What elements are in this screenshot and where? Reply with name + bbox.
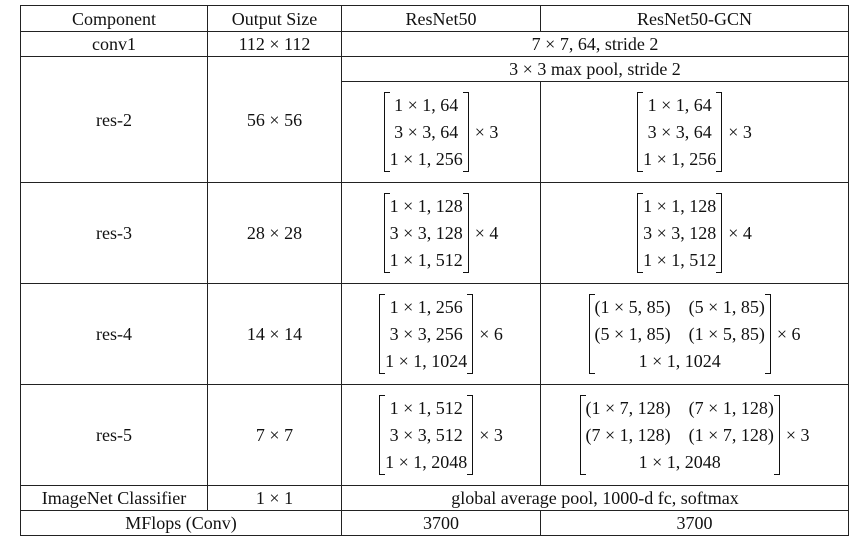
res2-gcn-cell: 1 × 1, 64 3 × 3, 64 1 × 1, 256 × 3 [540, 81, 849, 183]
matrix-row: 1 × 1, 2048 [385, 451, 468, 472]
matrix-row: (1 × 7, 128) (7 × 1, 128) [586, 395, 774, 421]
res4-component: res-4 [20, 283, 208, 385]
res3-gcn-cell: 1 × 1, 128 3 × 3, 128 1 × 1, 512 × 4 [540, 182, 849, 284]
mflops-gcn: 3700 [540, 510, 849, 536]
classifier-spec: global average pool, 1000-d fc, softmax [341, 485, 849, 511]
matrix-row: 1 × 1, 256 [643, 148, 717, 169]
res3-gcn-multiplier: × 4 [728, 223, 752, 243]
classifier-output: 1 × 1 [207, 485, 342, 511]
header-component: Component [20, 5, 208, 32]
res4-output: 14 × 14 [207, 283, 342, 385]
res4-resnet50-multiplier: × 6 [479, 324, 503, 344]
res4-resnet50-cell: 1 × 1, 256 3 × 3, 256 1 × 1, 1024 × 6 [341, 283, 541, 385]
res4-gcn-matrix: (1 × 5, 85) (5 × 1, 85) (5 × 1, 85) (1 ×… [588, 294, 772, 374]
res5-row: res-5 7 × 7 1 × 1, 512 3 × 3, 512 1 × 1,… [20, 384, 849, 486]
res3-component: res-3 [20, 182, 208, 284]
matrix-row: 3 × 3, 512 [389, 424, 463, 445]
conv1-row: conv1 112 × 112 7 × 7, 64, stride 2 [20, 31, 849, 57]
header-resnet50: ResNet50 [341, 5, 541, 32]
matrix-row: 1 × 1, 1024 [638, 350, 721, 371]
res3-row: res-3 28 × 28 1 × 1, 128 3 × 3, 128 1 × … [20, 182, 849, 284]
res4-gcn-cell: (1 × 5, 85) (5 × 1, 85) (5 × 1, 85) (1 ×… [540, 283, 849, 385]
maxpool-spec: 3 × 3 max pool, stride 2 [341, 56, 849, 82]
res2-gcn-multiplier: × 3 [728, 122, 752, 142]
mflops-component: MFlops (Conv) [20, 510, 342, 536]
mflops-resnet50: 3700 [341, 510, 541, 536]
matrix-row: (5 × 1, 85) (1 × 5, 85) [595, 321, 765, 347]
res3-gcn-matrix: 1 × 1, 128 3 × 3, 128 1 × 1, 512 [637, 193, 723, 273]
matrix-row: 1 × 1, 512 [389, 249, 463, 270]
matrix-row: 1 × 1, 512 [643, 249, 717, 270]
matrix-row: 1 × 1, 256 [389, 297, 463, 318]
matrix-entry: (1 × 5, 85) [594, 297, 671, 318]
res3-resnet50-multiplier: × 4 [474, 223, 499, 243]
matrix-entry: (7 × 1, 128) [585, 424, 671, 445]
res5-component: res-5 [20, 384, 208, 486]
res2-output: 56 × 56 [207, 56, 342, 183]
header-row: Component Output Size ResNet50 ResNet50-… [20, 5, 849, 32]
matrix-row: 3 × 3, 64 [647, 121, 712, 142]
matrix-row: (7 × 1, 128) (1 × 7, 128) [586, 422, 774, 448]
res5-gcn-cell: (1 × 7, 128) (7 × 1, 128) (7 × 1, 128) (… [540, 384, 849, 486]
conv1-output: 112 × 112 [207, 31, 342, 57]
res2-gcn-matrix: 1 × 1, 64 3 × 3, 64 1 × 1, 256 [637, 92, 723, 172]
res5-gcn-multiplier: × 3 [785, 425, 810, 445]
res5-gcn-matrix: (1 × 7, 128) (7 × 1, 128) (7 × 1, 128) (… [579, 395, 781, 475]
res2-resnet50-cell: 1 × 1, 64 3 × 3, 64 1 × 1, 256 × 3 [341, 81, 541, 183]
res2-component: res-2 [20, 56, 208, 183]
matrix-row: 1 × 1, 2048 [638, 451, 721, 472]
matrix-row: 1 × 1, 64 [394, 95, 459, 116]
matrix-entry: (1 × 5, 85) [688, 323, 765, 344]
res4-gcn-multiplier: × 6 [776, 324, 801, 344]
matrix-row: 1 × 1, 256 [389, 148, 463, 169]
header-output-size: Output Size [207, 5, 342, 32]
matrix-row: 1 × 1, 128 [643, 196, 717, 217]
classifier-component: ImageNet Classifier [20, 485, 208, 511]
res2-resnet50-matrix: 1 × 1, 64 3 × 3, 64 1 × 1, 256 [383, 92, 469, 172]
matrix-row: 3 × 3, 128 [389, 222, 463, 243]
res3-resnet50-cell: 1 × 1, 128 3 × 3, 128 1 × 1, 512 × 4 [341, 182, 541, 284]
matrix-row: 3 × 3, 64 [394, 121, 459, 142]
res5-resnet50-multiplier: × 3 [479, 425, 503, 445]
matrix-entry: (5 × 1, 85) [594, 323, 671, 344]
res5-resnet50-cell: 1 × 1, 512 3 × 3, 512 1 × 1, 2048 × 3 [341, 384, 541, 486]
header-resnet50-gcn: ResNet50-GCN [540, 5, 849, 32]
res3-resnet50-matrix: 1 × 1, 128 3 × 3, 128 1 × 1, 512 [383, 193, 469, 273]
matrix-entry: (5 × 1, 85) [688, 297, 765, 318]
matrix-row: (1 × 5, 85) (5 × 1, 85) [595, 294, 765, 320]
matrix-row: 1 × 1, 128 [389, 196, 463, 217]
matrix-row: 3 × 3, 256 [389, 323, 463, 344]
res4-row: res-4 14 × 14 1 × 1, 256 3 × 3, 256 1 × … [20, 283, 849, 385]
matrix-entry: (7 × 1, 128) [688, 398, 774, 419]
matrix-entry: (1 × 7, 128) [688, 424, 774, 445]
conv1-component: conv1 [20, 31, 208, 57]
maxpool-row: res-2 56 × 56 3 × 3 max pool, stride 2 [20, 56, 849, 183]
classifier-row: ImageNet Classifier 1 × 1 global average… [20, 485, 849, 511]
matrix-entry: (1 × 7, 128) [585, 398, 671, 419]
matrix-row: 3 × 3, 128 [643, 222, 717, 243]
matrix-row: 1 × 1, 1024 [385, 350, 468, 371]
res3-output: 28 × 28 [207, 182, 342, 284]
mflops-row: MFlops (Conv) 3700 3700 [20, 510, 849, 536]
res5-output: 7 × 7 [207, 384, 342, 486]
conv1-spec: 7 × 7, 64, stride 2 [341, 31, 849, 57]
matrix-row: 1 × 1, 512 [389, 398, 463, 419]
res2-resnet50-multiplier: × 3 [474, 122, 499, 142]
matrix-row: 1 × 1, 64 [647, 95, 712, 116]
res5-resnet50-matrix: 1 × 1, 512 3 × 3, 512 1 × 1, 2048 [379, 395, 474, 475]
res4-resnet50-matrix: 1 × 1, 256 3 × 3, 256 1 × 1, 1024 [379, 294, 474, 374]
architecture-table: Component Output Size ResNet50 ResNet50-… [20, 5, 849, 536]
